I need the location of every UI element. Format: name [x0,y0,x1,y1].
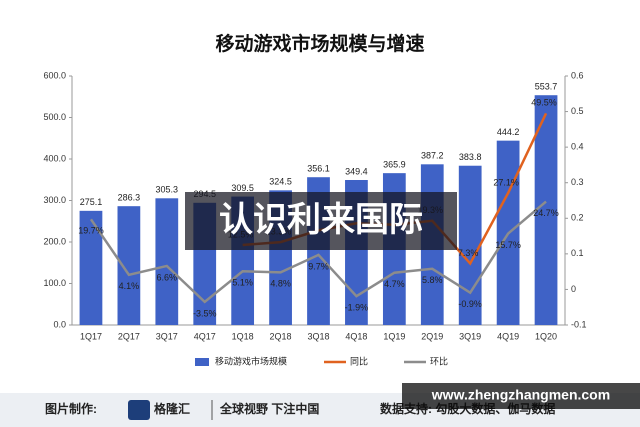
line-value-label: 6.6% [157,272,178,282]
line-value-label: 27.1% [493,177,519,187]
y-tick-label: 100.0 [43,278,66,288]
x-tick-label: 1Q20 [535,331,557,341]
y-tick-label: 200.0 [43,236,66,246]
x-tick-label: 3Q19 [459,331,481,341]
x-tick-label: 3Q17 [156,331,178,341]
footer-credit: 图片制作: [45,401,97,416]
bar-value-label: 275.1 [80,197,103,207]
y2-tick-label: 0 [571,284,576,294]
y2-tick-label: 0.3 [571,177,584,187]
line-value-label: 5.1% [232,278,253,288]
footer-logo: 格隆汇 [154,401,190,416]
x-tick-label: 4Q18 [345,331,367,341]
x-tick-label: 1Q17 [80,331,102,341]
bar-value-label: 324.5 [269,177,292,187]
bar [117,206,141,325]
x-tick-label: 4Q19 [497,331,519,341]
line-value-label: 5.8% [422,275,443,285]
legend-swatch [195,358,209,366]
line-value-label: 9.7% [308,261,329,271]
x-tick-label: 2Q17 [118,331,140,341]
y-tick-label: 400.0 [43,153,66,163]
bar-value-label: 305.3 [156,185,179,195]
legend-label: 移动游戏市场规模 [215,355,287,366]
bar-value-label: 286.3 [118,193,141,203]
y2-tick-label: -0.1 [571,319,587,329]
bar [155,198,179,325]
line-value-label: -0.9% [458,299,482,309]
line-value-label: 15.7% [495,240,521,250]
line-value-label: 4.8% [270,279,291,289]
bar [534,95,558,325]
y-tick-label: 500.0 [43,112,66,122]
y2-tick-label: 0.2 [571,213,584,223]
bar-value-label: 383.8 [459,152,482,162]
y-tick-label: 300.0 [43,195,66,205]
bar [79,210,103,325]
footer-slogan: 全球视野 下注中国 [219,401,319,416]
bar-value-label: 444.2 [497,127,520,137]
line-value-label: 4.1% [119,281,140,291]
x-tick-label: 2Q19 [421,331,443,341]
banner-text: 认识利来国际 [219,201,423,239]
bar-value-label: 349.4 [345,166,368,176]
bar-value-label: 365.9 [383,160,406,170]
x-tick-label: 4Q17 [194,331,216,341]
y-tick-label: 0.0 [53,319,66,329]
y2-tick-label: 0.4 [571,142,584,152]
line-value-label: 19.7% [78,226,104,236]
y2-tick-label: 0.1 [571,248,584,258]
bar-value-label: 553.7 [535,82,558,92]
legend-label: 环比 [430,355,448,366]
bar-value-label: 387.2 [421,151,444,161]
url-box [402,383,640,409]
y2-tick-label: 0.6 [571,70,584,80]
line-value-label: 49.5% [531,98,557,108]
y2-tick-label: 0.5 [571,106,584,116]
y-tick-label: 600.0 [43,70,66,80]
line-value-label: 7.3% [458,248,479,258]
x-tick-label: 2Q18 [270,331,292,341]
x-tick-label: 1Q19 [383,331,405,341]
x-tick-label: 3Q18 [307,331,329,341]
chart-title: 移动游戏市场规模与增速 [215,32,424,55]
line-series [89,200,547,304]
bar-value-label: 356.1 [307,164,330,174]
banner-box [185,192,457,250]
line-value-label: -3.5% [193,308,217,318]
bar-value-label: 309.5 [231,183,254,193]
line-value-label: 24.7% [533,208,559,218]
legend-label: 同比 [350,355,368,366]
line-value-label: -1.9% [345,303,369,313]
url-text: www.zhengzhangmen.com [431,387,610,403]
x-tick-label: 1Q18 [232,331,254,341]
logo-icon [128,400,150,420]
line-value-label: 4.7% [384,279,405,289]
